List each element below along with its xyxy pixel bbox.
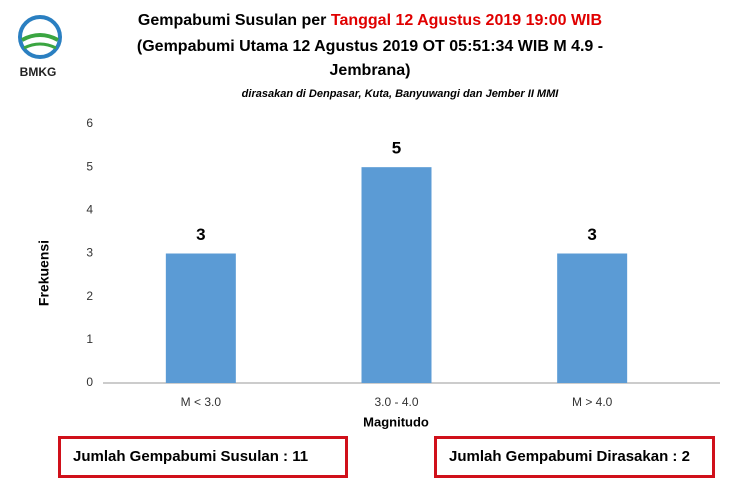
x-tick-label: M < 3.0 [181, 395, 222, 409]
bar [165, 253, 236, 383]
logo: BMKG [18, 15, 62, 79]
bar [557, 253, 628, 383]
y-tick-label: 6 [86, 116, 93, 130]
data-label: 5 [392, 139, 401, 158]
logo-text: BMKG [20, 65, 57, 79]
subtitle: (Gempabumi Utama 12 Agustus 2019 OT 05:5… [137, 38, 603, 55]
y-tick-label: 4 [86, 203, 93, 217]
summary-box: Jumlah Gempabumi Dirasakan : 2 [434, 436, 715, 478]
x-tick-label: 3.0 - 4.0 [374, 395, 418, 409]
bar [361, 167, 432, 383]
data-label: 3 [587, 225, 596, 244]
y-axis-label: Frekuensi [36, 240, 52, 306]
data-label: 3 [196, 225, 205, 244]
subtitle: Jembrana) [330, 62, 411, 79]
x-axis-label: Magnitudo [363, 414, 429, 429]
title-highlight: Tanggal 12 Agustus 2019 19:00 WIB [331, 12, 602, 29]
y-tick-label: 2 [86, 289, 93, 303]
y-tick-label: 0 [86, 375, 93, 389]
title: Gempabumi Susulan per [138, 12, 331, 29]
x-tick-label: M > 4.0 [572, 395, 613, 409]
note: dirasakan di Denpasar, Kuta, Banyuwangi … [242, 88, 560, 100]
chart-title: Gempabumi Susulan per Tanggal 12 Agustus… [138, 12, 602, 29]
y-tick-label: 3 [86, 246, 93, 260]
y-tick-label: 5 [86, 159, 93, 173]
y-tick-label: 1 [86, 332, 93, 346]
summary-box: Jumlah Gempabumi Susulan : 11 [58, 436, 348, 478]
